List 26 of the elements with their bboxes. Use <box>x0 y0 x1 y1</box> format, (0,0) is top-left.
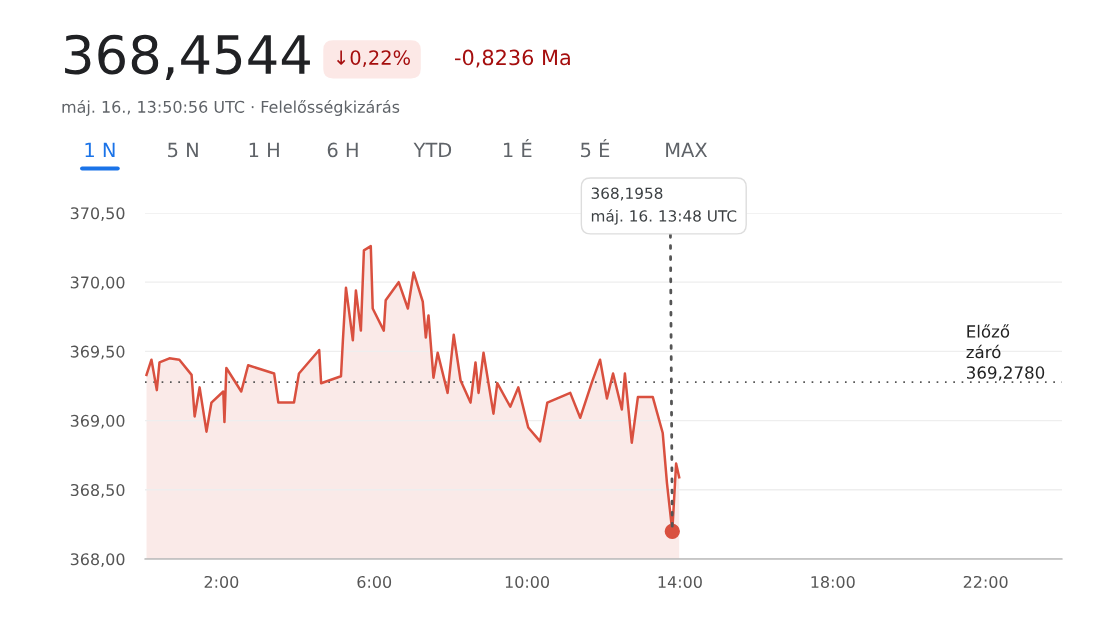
y-tick-label: 370,00 <box>70 276 125 291</box>
x-tick-label: 6:00 <box>357 575 392 589</box>
text: 5 É <box>581 139 610 158</box>
text: 5 N <box>168 142 198 158</box>
y-tick-label: 370,50 <box>70 207 125 221</box>
y-tick-label: 368,50 <box>70 483 125 498</box>
chart-title: 368,4544 <box>65 34 310 80</box>
text: 1 H <box>249 142 279 157</box>
y-tick-label: 369,50 <box>70 345 125 360</box>
text: -0,8236 Ma <box>455 49 570 68</box>
text: 1 N <box>85 142 115 157</box>
text: ↓0,22% <box>336 50 410 67</box>
x-tick-label: 14:00 <box>658 575 702 589</box>
x-tick-label: 10:00 <box>505 575 550 589</box>
x-tick-label: 22:00 <box>963 575 1008 589</box>
text: 6 H <box>327 142 358 158</box>
ref-line-label: Előző záró 369,2780 <box>966 324 1045 381</box>
text: MAX <box>666 142 708 157</box>
text: 1 É <box>503 139 532 157</box>
text: YTD <box>413 142 452 157</box>
chart-subtitle: máj. 16., 13:50:56 UTC · Felelősségkizárás <box>62 99 400 116</box>
y-tick-label: 368,00 <box>70 553 125 567</box>
x-tick-label: 18:00 <box>811 575 855 589</box>
x-tick-label: 2:00 <box>204 575 239 589</box>
y-tick-label: 369,00 <box>70 414 125 429</box>
annotation: 368,1958 máj. 16. 13:48 UTC <box>591 187 737 225</box>
